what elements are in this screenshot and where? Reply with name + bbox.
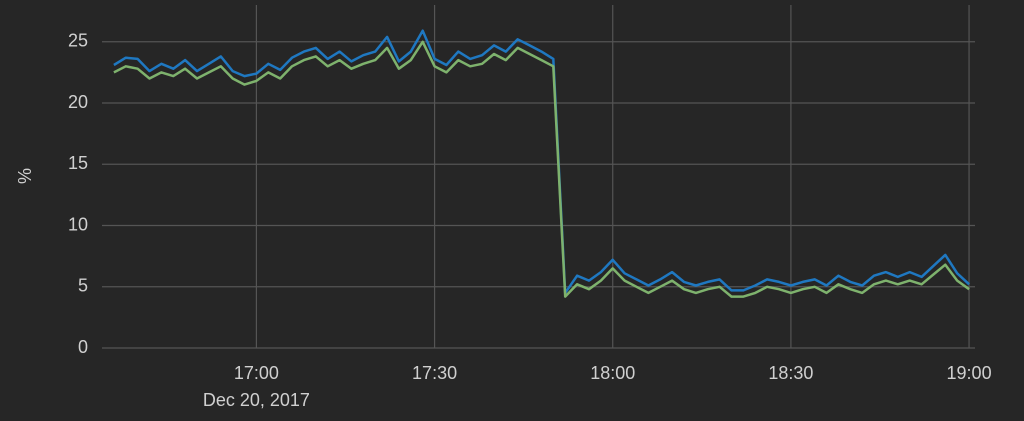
y-tick-label: 10 [68, 214, 88, 234]
y-tick-label: 0 [78, 337, 88, 357]
series-line [113, 29, 970, 295]
x-tick-label: 18:30 [768, 363, 813, 383]
x-tick-label: 17:00 [234, 363, 279, 383]
x-tick-label: 19:00 [947, 363, 992, 383]
y-tick-label: 5 [78, 276, 88, 296]
x-tick-label: 18:00 [590, 363, 635, 383]
y-tick-label: 25 [68, 31, 88, 51]
series-line [113, 40, 970, 298]
y-axis-label: % [15, 168, 35, 184]
y-tick-label: 20 [68, 92, 88, 112]
date-label: Dec 20, 2017 [203, 390, 310, 410]
x-tick-label: 17:30 [412, 363, 457, 383]
y-tick-label: 15 [68, 153, 88, 173]
